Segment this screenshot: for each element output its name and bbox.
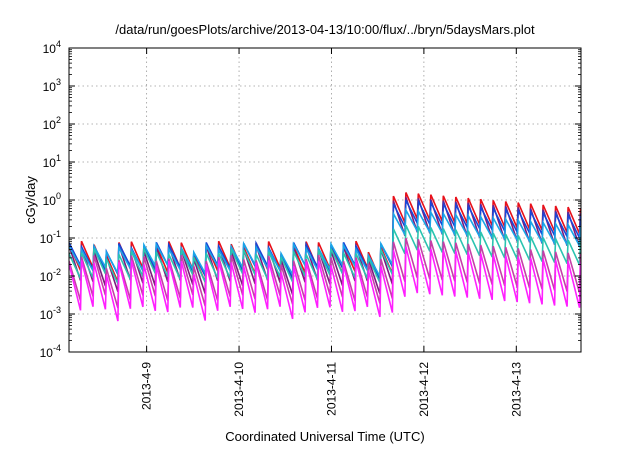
y-tick-exponent: 1 xyxy=(56,153,61,163)
y-tick-exponent: 2 xyxy=(56,115,61,125)
y-tick-exponent: 3 xyxy=(56,77,61,87)
y-tick-base: 10 xyxy=(40,270,54,284)
y-tick-exponent: -4 xyxy=(53,343,61,353)
y-tick-base: 10 xyxy=(43,42,57,56)
y-tick-label: 104 xyxy=(43,39,61,56)
y-tick-exponent: 0 xyxy=(56,191,61,201)
y-tick-exponent: -2 xyxy=(53,267,61,277)
x-axis-label: Coordinated Universal Time (UTC) xyxy=(225,429,424,444)
y-tick-base: 10 xyxy=(43,80,57,94)
x-tick-label: 2013-4-13 xyxy=(509,362,523,417)
series-line xyxy=(69,246,581,322)
chart-title: /data/run/goesPlots/archive/2013-04-13/1… xyxy=(115,22,535,37)
y-tick-label: 101 xyxy=(43,153,61,170)
y-tick-label: 10-2 xyxy=(40,267,61,284)
y-axis-label: cGy/day xyxy=(23,176,38,224)
y-tick-base: 10 xyxy=(40,308,54,322)
y-tick-exponent: -3 xyxy=(53,305,61,315)
x-tick-label: 2013-4-12 xyxy=(417,362,431,417)
y-tick-label: 103 xyxy=(43,77,61,94)
y-tick-exponent: 4 xyxy=(56,39,61,49)
y-tick-label: 10-4 xyxy=(40,343,61,360)
y-tick-base: 10 xyxy=(43,194,57,208)
y-tick-label: 102 xyxy=(43,115,61,132)
x-tick-label: 2013-4-9 xyxy=(140,362,154,410)
y-tick-label: 100 xyxy=(43,191,61,208)
grid-layer xyxy=(69,48,581,352)
y-tick-label: 10-3 xyxy=(40,305,61,322)
x-tick-label: 2013-4-11 xyxy=(324,362,338,416)
series-layer xyxy=(69,192,581,322)
y-tick-base: 10 xyxy=(40,232,54,246)
y-tick-base: 10 xyxy=(43,118,57,132)
y-tick-base: 10 xyxy=(43,156,57,170)
y-tick-label: 10-1 xyxy=(40,229,61,246)
x-tick-label: 2013-4-10 xyxy=(232,362,246,417)
x-ticks-layer: 2013-4-9 2013-4-10 2013-4-11 2013-4-12 2013-… xyxy=(140,48,523,417)
y-tick-base: 10 xyxy=(40,346,54,360)
y-tick-exponent: -1 xyxy=(53,229,61,239)
